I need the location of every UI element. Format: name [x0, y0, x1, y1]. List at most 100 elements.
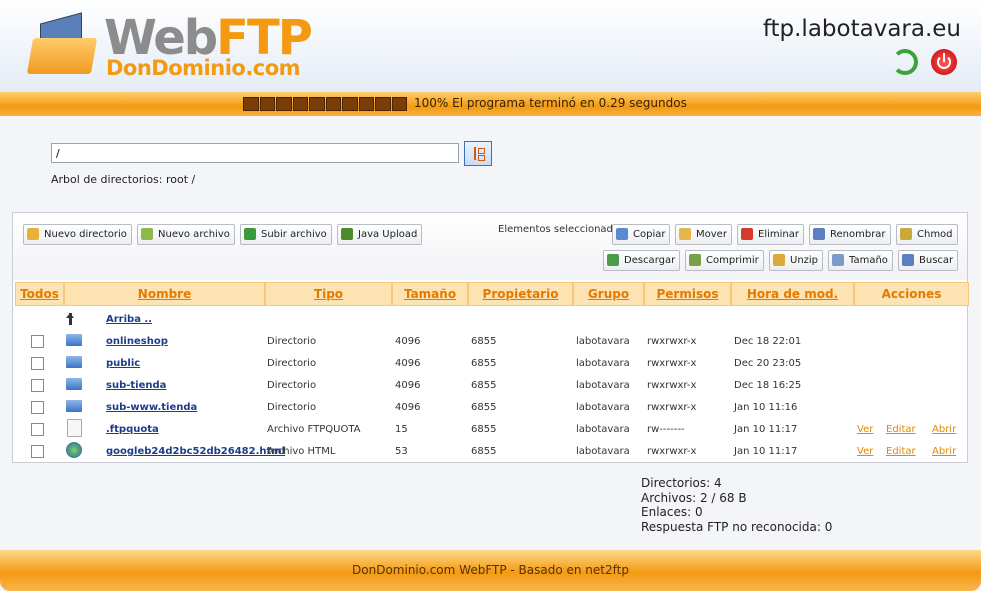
toolbar-button[interactable]: Comprimir: [685, 250, 764, 271]
column-header[interactable]: Permisos: [644, 282, 731, 306]
file-cell: Dec 20 23:05: [734, 358, 802, 369]
progress-block: [259, 97, 275, 111]
logout-button[interactable]: [931, 49, 957, 75]
button-label: Descargar: [624, 255, 676, 266]
button-label: Eliminar: [758, 229, 799, 240]
selected-label: Elementos seleccionados:: [498, 224, 628, 235]
button-label: Buscar: [919, 255, 954, 266]
button-label: Comprimir: [706, 255, 759, 266]
column-header[interactable]: Nombre: [64, 282, 265, 306]
toolbar-button[interactable]: Nuevo archivo: [137, 224, 235, 245]
header: WebFTP DonDominio.com ftp.labotavara.eu: [0, 0, 981, 92]
button-icon: [616, 228, 628, 240]
file-cell: 4096: [395, 402, 421, 413]
button-label: Renombrar: [830, 229, 886, 240]
button-icon: [813, 228, 825, 240]
file-name[interactable]: sub-www.tienda: [106, 402, 198, 413]
progress-block: [325, 97, 341, 111]
row-checkbox[interactable]: [31, 335, 44, 348]
column-header[interactable]: Grupo: [573, 282, 644, 306]
action-link[interactable]: Editar: [886, 446, 916, 457]
toolbar-button[interactable]: Buscar: [898, 250, 959, 271]
button-label: Subir archivo: [261, 229, 327, 240]
up-link[interactable]: Arriba ..: [106, 314, 153, 325]
action-link[interactable]: Editar: [886, 424, 916, 435]
button-label: Nuevo directorio: [44, 229, 127, 240]
refresh-button[interactable]: [892, 49, 918, 75]
file-cell: labotavara: [576, 380, 630, 391]
button-icon: [341, 228, 353, 240]
file-cell: Jan 10 11:16: [734, 402, 798, 413]
file-name[interactable]: onlineshop: [106, 336, 168, 347]
tree-button[interactable]: [464, 141, 492, 166]
button-icon: [741, 228, 753, 240]
file-cell: 6855: [471, 424, 497, 435]
logo-icon: [26, 12, 98, 74]
row-checkbox[interactable]: [31, 401, 44, 414]
summary-line: Respuesta FTP no reconocida: 0: [641, 519, 833, 534]
row-checkbox[interactable]: [31, 423, 44, 436]
file-cell: 6855: [471, 402, 497, 413]
logo-web: Web: [104, 10, 218, 66]
button-label: Copiar: [633, 229, 666, 240]
action-link[interactable]: Ver: [857, 446, 874, 457]
action-link[interactable]: Abrir: [932, 424, 957, 435]
button-label: Mover: [696, 229, 727, 240]
toolbar-button[interactable]: Java Upload: [337, 224, 423, 245]
file-cell: 6855: [471, 380, 497, 391]
file-cell: 6855: [471, 358, 497, 369]
file-name[interactable]: sub-tienda: [106, 380, 167, 391]
file-cell: 6855: [471, 336, 497, 347]
row-checkbox[interactable]: [31, 379, 44, 392]
file-cell: Archivo HTML: [267, 446, 336, 457]
file-name[interactable]: .ftpquota: [106, 424, 159, 435]
file-cell: Jan 10 11:17: [734, 446, 798, 457]
toolbar-button[interactable]: Unzip: [769, 250, 824, 271]
toolbar-button[interactable]: Chmod: [896, 224, 958, 245]
toolbar-button[interactable]: Tamaño: [828, 250, 893, 271]
column-header[interactable]: Tipo: [265, 282, 392, 306]
button-label: Nuevo archivo: [158, 229, 230, 240]
row-checkbox[interactable]: [31, 445, 44, 458]
column-header[interactable]: Propietario: [468, 282, 573, 306]
file-name[interactable]: googleb24d2bc52db26482.html: [106, 446, 286, 457]
button-label: Unzip: [790, 255, 819, 266]
button-icon: [679, 228, 691, 240]
file-cell: rwxrwxr-x: [647, 402, 697, 413]
toolbar-button[interactable]: Nuevo directorio: [23, 224, 132, 245]
file-name[interactable]: public: [106, 358, 141, 369]
action-link[interactable]: Abrir: [932, 446, 957, 457]
summary-line: Directorios: 4: [641, 476, 722, 490]
file-cell: 6855: [471, 446, 497, 457]
file-cell: rwxrwxr-x: [647, 380, 697, 391]
summary: Directorios: 4 Archivos: 2 / 68 B Enlaces:…: [641, 476, 832, 534]
file-cell: 4096: [395, 358, 421, 369]
column-header[interactable]: Tamaño: [392, 282, 468, 306]
progress-block: [342, 97, 358, 111]
toolbar-button[interactable]: Subir archivo: [240, 224, 332, 245]
toolbar-button[interactable]: Mover: [675, 224, 732, 245]
path-input[interactable]: /: [51, 143, 459, 163]
server-name: ftp.labotavara.eu: [762, 16, 961, 42]
up-icon-head: [66, 313, 74, 318]
toolbar-button[interactable]: Descargar: [603, 250, 681, 271]
logo: WebFTP: [104, 10, 313, 66]
toolbar-button[interactable]: Renombrar: [809, 224, 891, 245]
file-cell: rwxrwxr-x: [647, 336, 697, 347]
column-header[interactable]: Todos: [15, 282, 64, 306]
file-cell: Dec 18 16:25: [734, 380, 802, 391]
column-header[interactable]: Hora de mod.: [731, 282, 854, 306]
file-cell: Directorio: [267, 380, 317, 391]
tree-label: Arbol de directorios: root /: [51, 173, 196, 186]
file-cell: Dec 18 22:01: [734, 336, 802, 347]
toolbar-button[interactable]: Eliminar: [737, 224, 804, 245]
toolbar-button[interactable]: Copiar: [612, 224, 671, 245]
folder-icon: [66, 334, 82, 346]
progress-block: [243, 97, 259, 111]
button-icon: [689, 254, 701, 266]
row-checkbox[interactable]: [31, 357, 44, 370]
action-link[interactable]: Ver: [857, 424, 874, 435]
button-icon: [244, 228, 256, 240]
progress-block: [309, 97, 325, 111]
logo-ftp: FTP: [216, 10, 313, 66]
